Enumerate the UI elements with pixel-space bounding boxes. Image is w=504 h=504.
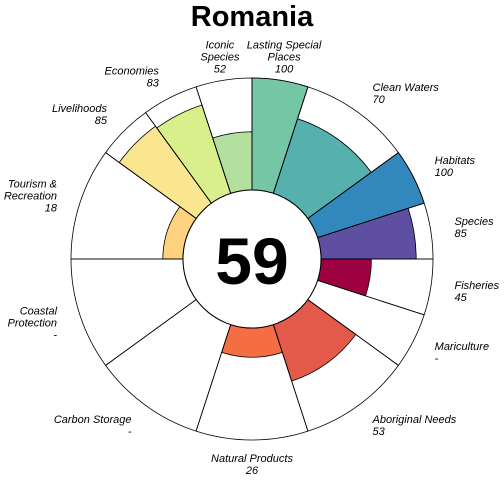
petal-label-line: Protection <box>7 317 57 329</box>
center-circle <box>182 189 322 329</box>
petal-label-line: Fisheries <box>454 280 499 292</box>
petal-outline-coastal-protection <box>70 258 197 366</box>
petals <box>118 77 425 382</box>
petal-label-fisheries: Fisheries 45 <box>454 280 499 304</box>
petal-fisheries <box>317 258 372 297</box>
petal-label-species: Species 85 <box>454 216 494 240</box>
petal-label-economies: Economies 83 <box>105 65 160 89</box>
petal-label-line: Lasting Special <box>247 40 322 52</box>
petal-label-line: - <box>435 353 439 365</box>
petal-label-carbon-storage: Carbon Storage - <box>54 414 132 438</box>
petal-label-line: Recreation <box>4 191 57 203</box>
petal-label-mariculture: Mariculture - <box>435 341 489 365</box>
petal-label-line: Coastal <box>20 305 58 317</box>
petal-label-line: Aboriginal Needs <box>372 414 457 426</box>
petal-label-line: Clean Waters <box>373 82 440 94</box>
petal-label-line: Economies <box>105 65 160 77</box>
petal-label-line: 18 <box>45 203 58 215</box>
petal-label-natural-products: Natural Products 26 <box>211 453 293 477</box>
petal-label-line: Natural Products <box>211 453 293 465</box>
petal-label-clean-waters: Clean Waters 70 <box>373 82 440 106</box>
petal-label-line: Places <box>268 52 302 64</box>
petal-natural-products <box>221 324 283 358</box>
petal-label-line: 83 <box>147 77 160 89</box>
petal-label-line: 85 <box>95 115 108 127</box>
petal-label-line: 45 <box>454 292 467 304</box>
petal-label-line: 100 <box>435 167 454 179</box>
petal-label-line: Iconic <box>206 40 235 52</box>
petal-label-line: Tourism & <box>8 179 57 191</box>
petal-label-line: - <box>53 329 57 341</box>
petal-label-line: Mariculture <box>435 341 489 353</box>
petal-label-line: 52 <box>214 64 226 76</box>
chart-title: Romania <box>191 1 314 33</box>
petal-label-line: - <box>128 426 132 438</box>
petal-label-line: Species <box>454 216 494 228</box>
petal-outline-carbon-storage <box>105 299 232 432</box>
petal-label-line: Carbon Storage <box>54 414 132 426</box>
petal-label-line: 53 <box>373 426 386 438</box>
petal-label-lasting-special-places: Lasting Special Places 100 <box>247 40 322 76</box>
petal-label-tourism-and-recreation: Tourism & Recreation 18 <box>4 179 58 215</box>
petal-label-habitats: Habitats 100 <box>435 155 476 179</box>
petal-label-livelihoods: Livelihoods 85 <box>52 103 108 127</box>
petal-label-aboriginal-needs: Aboriginal Needs 53 <box>372 414 457 438</box>
petal-label-line: 70 <box>373 94 386 106</box>
petal-label-iconic-species: Iconic Species 52 <box>200 40 240 76</box>
petal-label-coastal-protection: Coastal Protection - <box>7 305 57 341</box>
petal-label-line: 100 <box>275 64 294 76</box>
petal-label-line: Habitats <box>435 155 476 167</box>
petal-label-line: 26 <box>245 465 259 477</box>
overall-score: 59 <box>215 224 288 298</box>
petal-label-line: Species <box>200 52 240 64</box>
petal-label-line: Livelihoods <box>52 103 108 115</box>
petal-label-line: 85 <box>454 228 467 240</box>
